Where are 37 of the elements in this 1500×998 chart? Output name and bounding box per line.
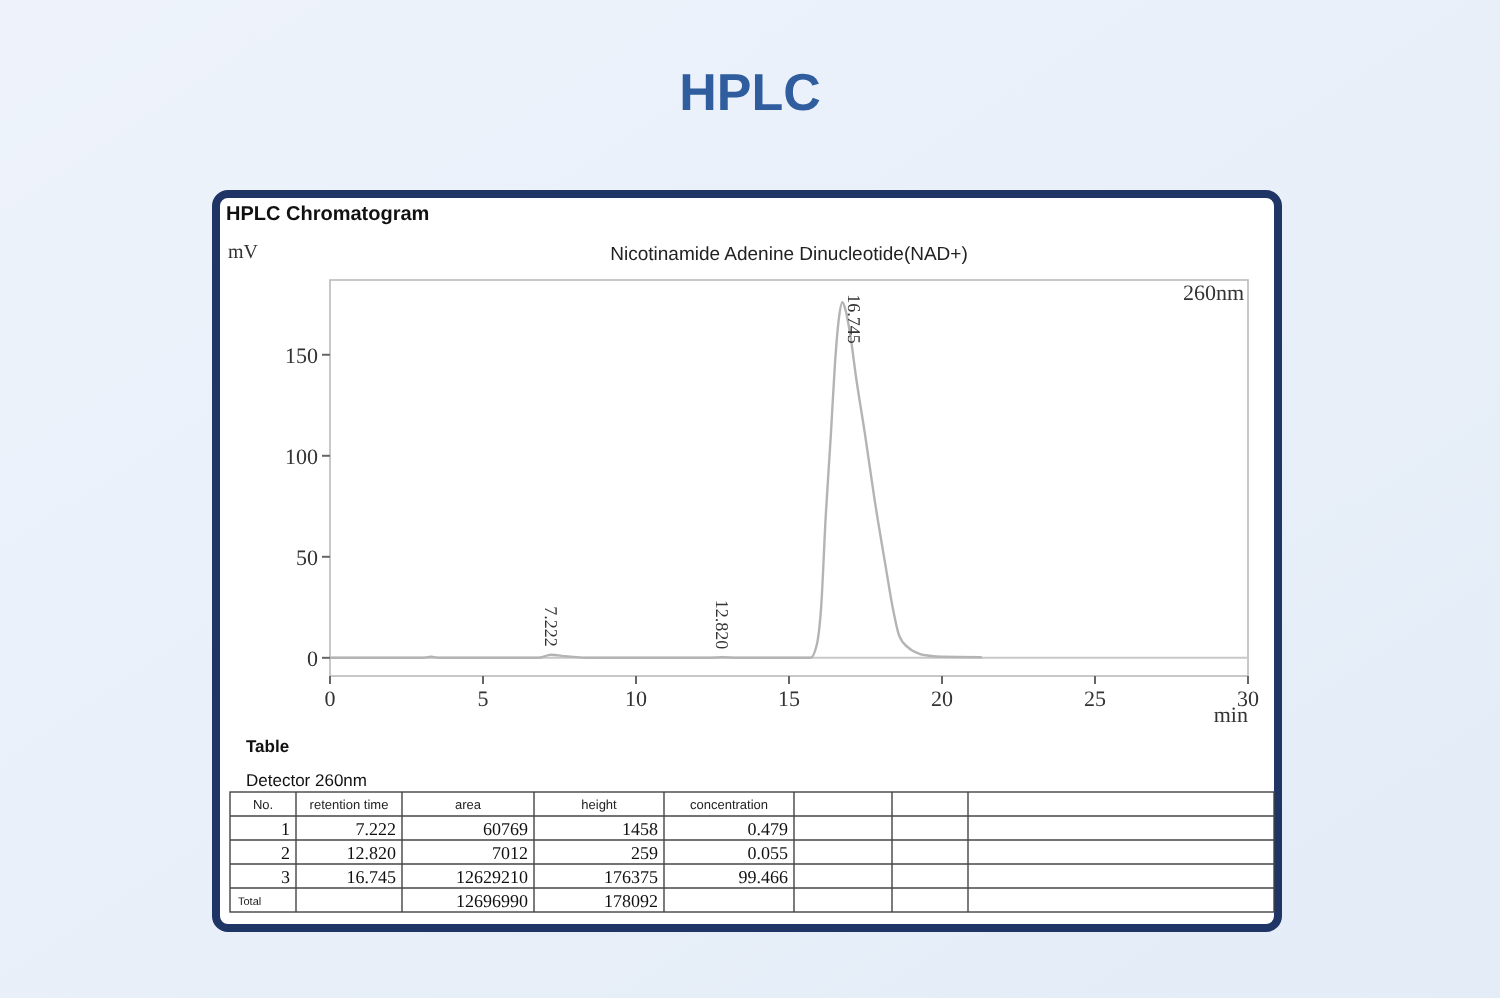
text: 2 xyxy=(281,843,290,863)
text: 12696990 xyxy=(456,891,528,911)
chart-title: HPLC xyxy=(679,62,822,122)
text: 16.745 xyxy=(346,867,396,887)
chart-subtitle: Nicotinamide Adenine Dinucleotide(NAD+) xyxy=(610,244,968,266)
text: 3 xyxy=(281,867,290,887)
x-tick-label: 25 xyxy=(1084,688,1107,712)
x-tick-label: 0 xyxy=(324,688,337,712)
annotation: 16.745 xyxy=(844,294,865,345)
text: 1 xyxy=(281,819,290,839)
annotation: 260nm xyxy=(1182,282,1245,306)
text: 259 xyxy=(631,843,658,863)
text: 12629210 xyxy=(456,867,528,887)
text: 0.479 xyxy=(747,819,788,839)
text: HPLC Chromatogram xyxy=(226,204,430,226)
text: 12.820 xyxy=(346,843,396,863)
annotation: 12.820 xyxy=(711,599,732,651)
text: 99.466 xyxy=(738,867,788,887)
text: 7012 xyxy=(492,843,528,863)
y-tick-label: 0 xyxy=(307,647,319,672)
y-tick-label: 150 xyxy=(285,344,319,369)
y-axis-title: mV xyxy=(228,242,260,264)
x-tick-label: 10 xyxy=(625,688,648,712)
text: Table xyxy=(246,736,290,756)
text: Detector 260nm xyxy=(246,770,367,790)
y-tick-label: 50 xyxy=(296,546,319,571)
annotation: 7.222 xyxy=(540,606,561,647)
text: 176375 xyxy=(604,867,658,887)
text: 7.222 xyxy=(355,819,396,839)
x-tick-label: 20 xyxy=(931,688,954,712)
text: 178092 xyxy=(604,891,658,911)
text: 60769 xyxy=(483,819,528,839)
y-tick-label: 100 xyxy=(285,445,319,470)
text: 1458 xyxy=(622,819,658,839)
x-tick-label: 15 xyxy=(778,688,801,712)
text: 0.055 xyxy=(747,843,788,863)
x-tick-label: 5 xyxy=(477,688,490,712)
